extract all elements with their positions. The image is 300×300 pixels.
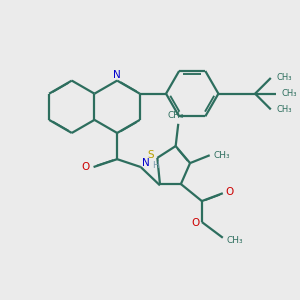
Text: N: N (113, 70, 121, 80)
Text: CH₃: CH₃ (276, 74, 292, 82)
Text: S: S (148, 150, 154, 160)
Text: O: O (191, 218, 200, 228)
Text: CH₃: CH₃ (213, 151, 230, 160)
Text: CH₃: CH₃ (226, 236, 243, 245)
Text: O: O (81, 162, 89, 172)
Text: CH₃: CH₃ (276, 105, 292, 114)
Text: N: N (142, 158, 150, 168)
Text: CH₃: CH₃ (281, 89, 297, 98)
Text: O: O (225, 187, 233, 197)
Text: CH₃: CH₃ (167, 111, 184, 120)
Text: H: H (152, 161, 158, 170)
